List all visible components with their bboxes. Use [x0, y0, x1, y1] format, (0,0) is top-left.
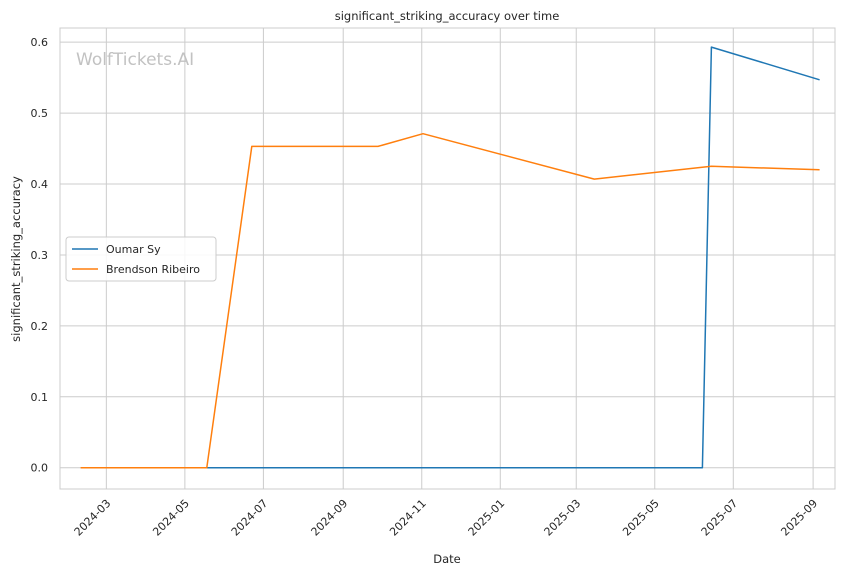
plot-frame [59, 27, 836, 490]
x-tick-label: 2025-09 [778, 497, 820, 539]
y-tick-label: 0.4 [31, 178, 49, 191]
legend-box [65, 236, 217, 282]
chart-title: significant_striking_accuracy over time [335, 9, 560, 23]
series-line-brendson-ribeiro [80, 132, 820, 469]
y-tick-label: 0.2 [31, 320, 49, 333]
x-tick-label: 2024-03 [72, 497, 114, 539]
x-tick-label: 2024-07 [229, 497, 271, 539]
x-tick-label: 2025-05 [620, 497, 662, 539]
series-lines [80, 46, 820, 469]
y-axis-label: significant_striking_accuracy [9, 176, 23, 342]
y-tick-label: 0.0 [31, 462, 49, 475]
gridlines [60, 28, 835, 489]
legend-label-brendson-ribeiro: Brendson Ribeiro [106, 263, 200, 276]
y-tick-label: 0.5 [31, 107, 49, 120]
y-tick-label: 0.6 [31, 36, 49, 49]
x-tick-label: 2025-07 [699, 497, 741, 539]
x-tick-label: 2024-09 [309, 497, 351, 539]
legend: Oumar Sy Brendson Ribeiro [65, 236, 217, 282]
x-tick-label: 2024-11 [387, 497, 429, 539]
y-tick-label: 0.1 [31, 391, 49, 404]
watermark-text: WolfTickets.AI [76, 50, 194, 70]
x-tick-label: 2025-01 [466, 497, 508, 539]
series-line-oumar-sy [206, 46, 820, 469]
legend-label-oumar-sy: Oumar Sy [106, 243, 161, 256]
x-tick-label: 2024-05 [150, 497, 192, 539]
x-axis-label: Date [433, 552, 461, 566]
y-tick-label: 0.3 [31, 249, 49, 262]
x-tick-label: 2025-03 [542, 497, 584, 539]
